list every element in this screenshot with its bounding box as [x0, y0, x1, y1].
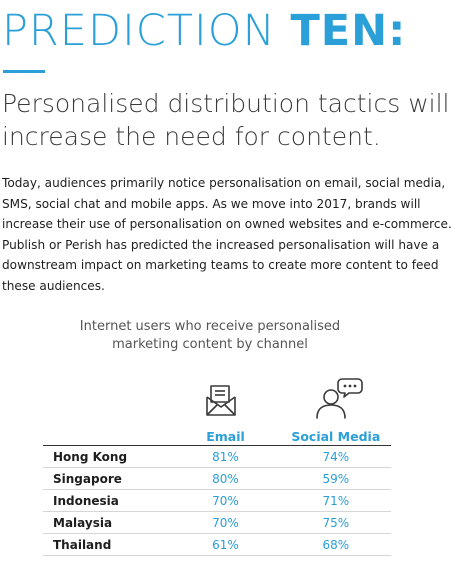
table-caption: Internet users who receive personalised … [79, 319, 341, 352]
country-cell: Hong Kong [43, 445, 171, 468]
page-headline: PREDICTION TEN: [2, 6, 406, 56]
body-paragraph: Today, audiences primarily notice person… [2, 176, 452, 293]
social-value-cell: 74% [280, 445, 391, 468]
email-value-cell: 70% [170, 511, 281, 534]
social-value-cell: 71% [280, 489, 391, 512]
table-row: Hong Kong 81% 74% [43, 445, 391, 468]
country-cell: Malaysia [43, 511, 171, 534]
accent-divider [3, 70, 45, 73]
envelope-icon [206, 385, 236, 416]
social-value-cell: 68% [280, 533, 391, 556]
email-value-cell: 80% [170, 467, 281, 490]
country-cell: Thailand [43, 533, 171, 556]
subheading: Personalised distribution tactics will i… [2, 89, 450, 151]
social-value-cell: 75% [280, 511, 391, 534]
social-value-cell: 59% [280, 467, 391, 490]
country-column-header [43, 424, 171, 446]
table-row: Indonesia 70% 71% [43, 489, 391, 512]
email-value-cell: 81% [170, 445, 281, 468]
email-value-cell: 70% [170, 489, 281, 512]
headline-prefix: PREDICTION [2, 6, 276, 56]
headline-number: TEN: [290, 6, 407, 56]
country-cell: Indonesia [43, 489, 171, 512]
email-value-cell: 61% [170, 533, 281, 556]
table-row: Malaysia 70% 75% [43, 511, 391, 534]
table-row: Singapore 80% 59% [43, 467, 391, 490]
channel-stats-table: Email Social Media Hong Kong 81% 74% Sin… [43, 424, 391, 556]
table-row: Thailand 61% 68% [43, 533, 391, 556]
country-cell: Singapore [43, 467, 171, 490]
table-header-row: Email Social Media [43, 424, 391, 446]
social-chat-icon [316, 378, 363, 419]
email-column-header: Email [170, 424, 281, 446]
social-media-column-header: Social Media [280, 424, 391, 446]
